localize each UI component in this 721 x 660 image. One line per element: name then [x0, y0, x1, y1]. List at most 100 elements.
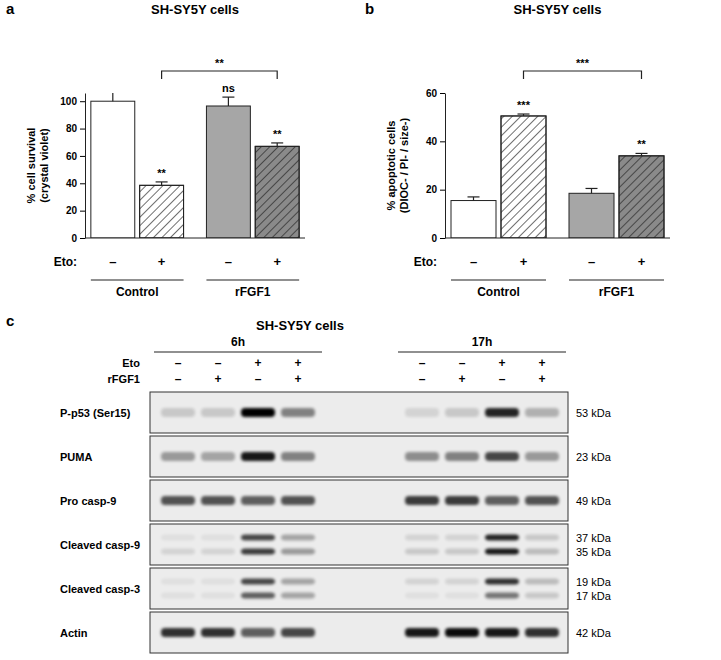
x-tick-label: +	[638, 254, 646, 269]
treatment-sign: +	[538, 372, 545, 386]
group-label: rFGF1	[599, 285, 635, 299]
band	[201, 628, 235, 637]
band	[405, 496, 439, 505]
blot-strip	[150, 612, 568, 653]
band	[405, 549, 439, 555]
band	[201, 496, 235, 505]
tick-label: 20	[66, 205, 78, 216]
band	[281, 549, 315, 555]
bar	[569, 193, 614, 238]
band	[445, 452, 479, 461]
error-stem	[228, 97, 229, 106]
timepoint-line	[398, 351, 566, 352]
band	[161, 408, 195, 417]
y-axis: 020406080100	[60, 94, 85, 244]
error-cap	[222, 97, 234, 98]
band	[161, 549, 195, 555]
tick-label: 60	[426, 88, 438, 99]
error-cap	[586, 188, 598, 189]
band	[445, 408, 479, 417]
treatment-label: rFGF1	[108, 373, 140, 385]
band	[485, 549, 519, 555]
band	[241, 496, 275, 505]
blot-strip	[150, 436, 568, 477]
band	[241, 628, 275, 637]
band	[161, 452, 195, 461]
band	[161, 593, 195, 599]
significance: **	[157, 167, 166, 179]
tick: 40	[66, 178, 85, 189]
timepoint-label: 6h	[231, 335, 245, 349]
bars	[451, 114, 664, 238]
band	[405, 408, 439, 417]
group-line	[91, 279, 184, 280]
error-bar	[156, 182, 168, 185]
tick-mark	[80, 101, 85, 102]
bracket-label: **	[215, 57, 224, 69]
treatment-sign: +	[458, 372, 465, 386]
tick: 60	[66, 151, 85, 162]
bracket-label: ***	[576, 57, 590, 69]
band	[525, 549, 559, 555]
tick-mark	[80, 156, 85, 157]
bar-hatch	[619, 156, 664, 238]
row-label: P-p53 (Ser15)	[60, 407, 131, 419]
panel-label: c	[6, 312, 14, 329]
kda-label: 42 kDa	[576, 627, 612, 639]
treatment-sign: –	[459, 356, 466, 370]
y-axis-title-line: (DIOC- / PI- / size-)	[398, 117, 410, 213]
band	[201, 408, 235, 417]
tick-mark	[440, 238, 445, 239]
axis-line	[85, 94, 86, 239]
kda-label: 49 kDa	[576, 495, 612, 507]
timepoint-label: 17h	[472, 335, 493, 349]
band	[525, 452, 559, 461]
significance: **	[637, 138, 646, 150]
bars	[91, 93, 299, 238]
bar	[451, 201, 496, 238]
tick-label: 0	[71, 233, 77, 244]
bar-chart: aSH-SY5Y cells020406080100% cell surviva…	[6, 0, 305, 299]
error-cap	[518, 113, 530, 114]
band	[201, 452, 235, 461]
tick-label: 60	[66, 151, 78, 162]
treatment-label: Eto	[122, 357, 140, 369]
band	[281, 593, 315, 599]
tick: 40	[426, 136, 445, 147]
kda-label: 19 kDa	[576, 576, 612, 588]
band	[241, 452, 275, 461]
band	[525, 535, 559, 541]
figure: aSH-SY5Y cells020406080100% cell surviva…	[0, 0, 721, 660]
tick-label: 40	[426, 136, 438, 147]
row-label: Pro casp-9	[60, 495, 116, 507]
band	[161, 579, 195, 585]
band	[241, 408, 275, 417]
y-axis-title: % apoptotic cells(DIOC- / PI- / size-)	[385, 117, 410, 213]
treatment-sign: +	[294, 372, 301, 386]
kda-label: 17 kDa	[576, 590, 612, 602]
chart-title: SH-SY5Y cells	[151, 2, 239, 17]
tick: 60	[426, 88, 445, 99]
treatment-sign: –	[499, 372, 506, 386]
band	[281, 535, 315, 541]
tick-mark	[80, 211, 85, 212]
band	[201, 535, 235, 541]
panel-label: b	[365, 0, 374, 17]
bar	[501, 116, 546, 238]
treatment-sign: +	[498, 356, 505, 370]
treatment-sign: +	[214, 372, 221, 386]
blot-strip	[150, 392, 568, 433]
blot-strip	[150, 568, 568, 609]
error-bar	[107, 93, 119, 101]
error-stem	[112, 93, 113, 101]
x-row-label: Eto:	[414, 255, 437, 269]
group-label: Control	[477, 285, 520, 299]
panel-label: a	[6, 0, 15, 17]
band	[281, 579, 315, 585]
significance: ***	[517, 99, 531, 111]
band	[281, 408, 315, 417]
treatment-sign: –	[175, 372, 182, 386]
band	[445, 593, 479, 599]
y-axis-title: % cell survival(crystal violet)	[25, 128, 50, 204]
error-cap	[636, 153, 648, 154]
